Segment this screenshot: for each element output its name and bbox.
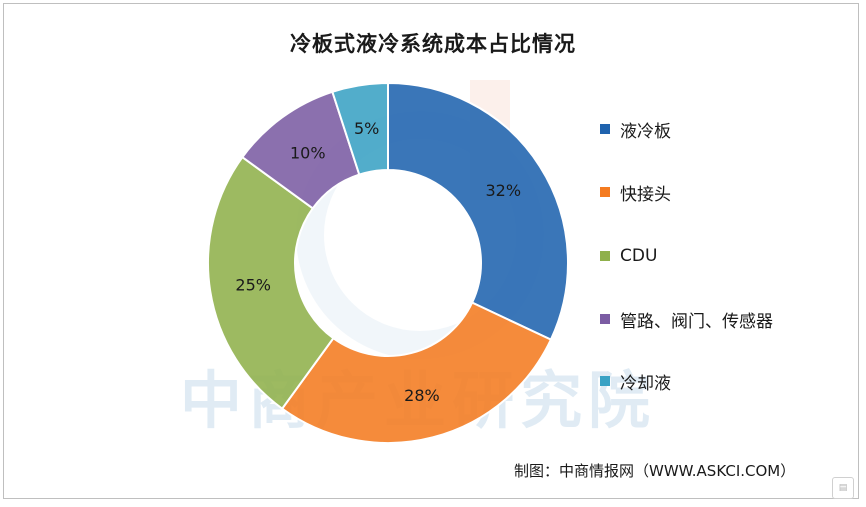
legend-swatch-1 xyxy=(600,187,610,197)
source-credit: 制图：中商情报网（WWW.ASKCI.COM） xyxy=(514,462,796,480)
legend-swatch-3 xyxy=(600,314,610,324)
chart-title: 冷板式液冷系统成本占比情况 xyxy=(290,32,576,56)
legend-swatch-0 xyxy=(600,124,610,134)
data-label-2: 25% xyxy=(235,275,271,294)
donut-slice-4 xyxy=(331,81,389,176)
legend-label-1: 快接头 xyxy=(620,184,671,205)
legend-swatch-4 xyxy=(600,376,610,386)
donut-slice-1 xyxy=(280,301,553,444)
donut-slice-0 xyxy=(387,81,569,341)
legend-item-4: 冷却液 xyxy=(600,368,671,394)
legend-item-3: 管路、阀门、传感器 xyxy=(600,306,773,332)
donut-slice-2 xyxy=(207,155,335,411)
data-label-4: 5% xyxy=(354,119,379,138)
legend-label-2: CDU xyxy=(620,246,658,266)
legend-swatch-2 xyxy=(600,251,610,261)
legend-item-0: 液冷板 xyxy=(600,116,671,142)
data-label-0: 32% xyxy=(485,181,521,200)
legend-label-0: 液冷板 xyxy=(620,121,671,142)
data-label-1: 28% xyxy=(404,386,440,405)
legend-label-3: 管路、阀门、传感器 xyxy=(620,311,773,332)
corner-logo-icon: ▤ xyxy=(832,477,854,499)
data-label-3: 10% xyxy=(290,144,326,163)
legend-item-2: CDU xyxy=(600,243,657,269)
legend-label-4: 冷却液 xyxy=(620,373,671,394)
legend-item-1: 快接头 xyxy=(600,179,671,205)
